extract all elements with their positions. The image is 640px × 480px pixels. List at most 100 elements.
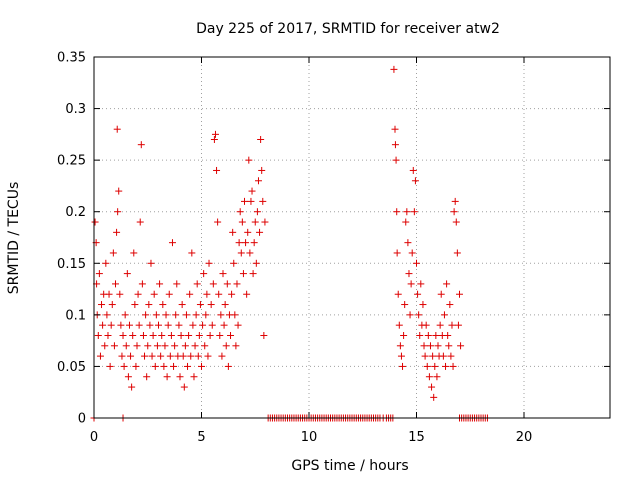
data-point — [457, 342, 465, 350]
data-point — [161, 342, 169, 350]
data-point — [122, 342, 130, 350]
data-point — [234, 321, 242, 329]
data-point — [432, 331, 440, 339]
data-point — [91, 218, 99, 226]
data-point — [404, 239, 412, 247]
data-point — [391, 125, 399, 133]
data-point — [261, 218, 269, 226]
data-point — [431, 362, 439, 370]
data-point — [252, 259, 260, 267]
data-point — [220, 321, 228, 329]
data-point — [177, 331, 185, 339]
data-point — [193, 280, 201, 288]
data-point — [165, 290, 173, 298]
data-point — [153, 342, 161, 350]
data-point — [157, 352, 165, 360]
data-point — [411, 177, 419, 185]
data-point — [148, 352, 156, 360]
data-point — [436, 321, 444, 329]
data-point — [124, 373, 132, 381]
data-point — [390, 65, 398, 73]
data-point — [239, 270, 247, 278]
data-point — [210, 136, 218, 144]
data-point — [194, 352, 202, 360]
data-point — [163, 373, 171, 381]
data-point — [421, 352, 429, 360]
y-tick-label: 0 — [78, 412, 86, 427]
data-point — [204, 352, 212, 360]
data-point — [246, 249, 254, 257]
data-point — [248, 187, 256, 195]
data-point — [254, 177, 262, 185]
y-tick-label: 0.05 — [57, 360, 86, 375]
data-point — [146, 321, 154, 329]
data-point — [107, 321, 115, 329]
data-point — [108, 301, 116, 309]
data-point — [109, 249, 117, 257]
data-point — [162, 311, 170, 319]
data-point — [414, 290, 422, 298]
plot-frame — [93, 56, 611, 419]
data-point — [176, 373, 184, 381]
data-point — [426, 342, 434, 350]
data-point — [456, 290, 463, 298]
data-point — [227, 331, 235, 339]
data-point — [160, 362, 168, 370]
data-point — [155, 321, 162, 329]
data-point — [216, 331, 224, 339]
data-point — [403, 208, 411, 216]
data-point — [188, 249, 196, 257]
data-point — [408, 249, 416, 257]
data-point — [96, 352, 104, 360]
data-point — [139, 331, 147, 339]
y-tick-label: 0.2 — [65, 205, 86, 220]
data-point — [196, 301, 204, 309]
data-point — [159, 301, 167, 309]
data-point — [130, 249, 138, 257]
data-point — [250, 239, 258, 247]
data-point — [450, 208, 458, 216]
data-point — [434, 342, 442, 350]
data-point — [393, 208, 401, 216]
data-point — [391, 141, 399, 149]
data-point — [168, 239, 176, 247]
data-point — [195, 331, 203, 339]
data-point — [128, 383, 136, 391]
data-point — [136, 218, 144, 226]
data-point — [190, 373, 198, 381]
data-point — [258, 166, 266, 174]
data-point — [141, 352, 149, 360]
data-point — [131, 301, 139, 309]
data-point — [150, 290, 158, 298]
data-point — [230, 259, 238, 267]
data-point — [406, 311, 414, 319]
data-point — [423, 362, 431, 370]
data-point — [101, 342, 109, 350]
data-point — [232, 342, 240, 350]
data-point — [213, 166, 221, 174]
data-point — [393, 249, 401, 257]
data-point — [247, 197, 255, 205]
data-point — [214, 218, 222, 226]
data-point — [419, 301, 427, 309]
data-point — [187, 352, 195, 360]
data-point — [171, 342, 179, 350]
x-tick-label: 20 — [516, 430, 533, 445]
y-axis: 0 0.05 0.1 0.15 0.2 0.25 0.3 0.35 — [57, 51, 610, 427]
data-point — [407, 280, 415, 288]
data-point — [192, 311, 200, 319]
data-point — [428, 383, 436, 391]
data-point — [167, 331, 175, 339]
data-point — [172, 311, 180, 319]
data-point — [170, 362, 178, 370]
data-point — [424, 331, 432, 339]
data-point — [399, 362, 407, 370]
data-point — [257, 136, 265, 144]
data-point — [184, 362, 192, 370]
data-point — [245, 156, 253, 164]
data-point — [118, 352, 126, 360]
data-point — [244, 228, 252, 236]
data-point — [439, 352, 447, 360]
data-point — [203, 290, 211, 298]
